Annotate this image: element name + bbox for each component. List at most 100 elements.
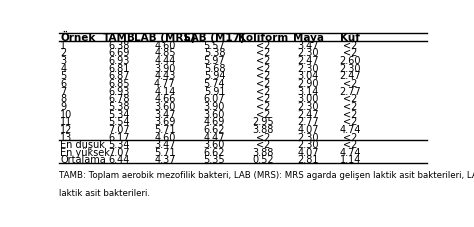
Text: 2.90: 2.90 (297, 79, 319, 89)
Text: 4.37: 4.37 (154, 155, 175, 165)
Text: 2.47: 2.47 (297, 109, 319, 119)
Text: 4.60: 4.60 (154, 132, 175, 142)
Text: <2: <2 (343, 140, 357, 150)
Text: 4.60: 4.60 (154, 41, 175, 51)
Text: 4.07: 4.07 (297, 147, 319, 157)
Text: Örnek: Örnek (60, 33, 96, 43)
Text: 5.71: 5.71 (154, 147, 176, 157)
Text: 6.93: 6.93 (108, 86, 129, 96)
Text: <2: <2 (256, 79, 270, 89)
Text: 4.43: 4.43 (154, 71, 175, 81)
Text: 6.78: 6.78 (108, 94, 130, 104)
Text: 5.94: 5.94 (204, 71, 225, 81)
Text: 6.87: 6.87 (108, 71, 130, 81)
Text: 2.77: 2.77 (297, 117, 319, 127)
Text: 2.30: 2.30 (297, 132, 319, 142)
Text: 13: 13 (60, 132, 73, 142)
Text: <2: <2 (256, 86, 270, 96)
Text: 6.62: 6.62 (204, 124, 225, 134)
Text: <2: <2 (256, 132, 270, 142)
Text: <2: <2 (256, 140, 270, 150)
Text: 0.52: 0.52 (252, 155, 274, 165)
Text: 6.07: 6.07 (204, 94, 225, 104)
Text: <2: <2 (256, 64, 270, 74)
Text: LAB (M17): LAB (M17) (184, 33, 245, 43)
Text: <2: <2 (343, 79, 357, 89)
Text: TAMB: TAMB (102, 33, 136, 43)
Text: Maya: Maya (292, 33, 324, 43)
Text: 4.69: 4.69 (204, 117, 225, 127)
Text: 2.30: 2.30 (297, 140, 319, 150)
Text: <2: <2 (256, 109, 270, 119)
Text: 3.47: 3.47 (154, 109, 175, 119)
Text: 6.81: 6.81 (108, 64, 129, 74)
Text: 11: 11 (60, 117, 73, 127)
Text: 4.66: 4.66 (154, 94, 175, 104)
Text: 12: 12 (60, 124, 73, 134)
Text: TAMB: Toplam aerobik mezofilik bakteri, LAB (MRS): MRS agarda gelişen laktik asi: TAMB: Toplam aerobik mezofilik bakteri, … (59, 170, 474, 180)
Text: 5.34: 5.34 (108, 109, 130, 119)
Text: 2.81: 2.81 (297, 155, 319, 165)
Text: 1: 1 (60, 41, 66, 51)
Text: 7.07: 7.07 (108, 147, 130, 157)
Text: 8: 8 (60, 94, 66, 104)
Text: 4: 4 (60, 64, 66, 74)
Text: 3.60: 3.60 (204, 140, 225, 150)
Text: 5.35: 5.35 (204, 155, 225, 165)
Text: 2.30: 2.30 (297, 48, 319, 58)
Text: 4.77: 4.77 (154, 79, 176, 89)
Text: 4.47: 4.47 (204, 132, 225, 142)
Text: 7: 7 (60, 86, 67, 96)
Text: 6.69: 6.69 (108, 48, 129, 58)
Text: 5.38: 5.38 (108, 101, 130, 111)
Text: <2: <2 (343, 94, 357, 104)
Text: 9: 9 (60, 101, 66, 111)
Text: LAB (MRS): LAB (MRS) (134, 33, 196, 43)
Text: <2: <2 (256, 56, 270, 66)
Text: 5.97: 5.97 (204, 56, 225, 66)
Text: 2.95: 2.95 (252, 117, 274, 127)
Text: En yüksek: En yüksek (60, 147, 110, 157)
Text: 2.77: 2.77 (339, 86, 361, 96)
Text: <2: <2 (343, 101, 357, 111)
Text: 2.30: 2.30 (340, 64, 361, 74)
Text: 4.14: 4.14 (154, 86, 175, 96)
Text: 3.88: 3.88 (253, 147, 274, 157)
Text: 1.14: 1.14 (340, 155, 361, 165)
Text: 6.17: 6.17 (108, 132, 130, 142)
Text: <2: <2 (343, 117, 357, 127)
Text: <2: <2 (343, 48, 357, 58)
Text: 3.14: 3.14 (298, 86, 319, 96)
Text: 2.60: 2.60 (340, 56, 361, 66)
Text: 6.85: 6.85 (108, 79, 130, 89)
Text: 5.34: 5.34 (108, 140, 130, 150)
Text: <2: <2 (256, 71, 270, 81)
Text: 3.88: 3.88 (253, 124, 274, 134)
Text: 4.85: 4.85 (154, 48, 175, 58)
Text: 6.62: 6.62 (204, 147, 225, 157)
Text: 5.38: 5.38 (204, 48, 225, 58)
Text: 4.07: 4.07 (297, 124, 319, 134)
Text: 5.57: 5.57 (203, 41, 225, 51)
Text: 2.47: 2.47 (297, 56, 319, 66)
Text: <2: <2 (256, 94, 270, 104)
Text: 5: 5 (60, 71, 67, 81)
Text: 4.74: 4.74 (340, 124, 361, 134)
Text: 2.30: 2.30 (297, 101, 319, 111)
Text: 3.60: 3.60 (154, 101, 175, 111)
Text: Koliform: Koliform (238, 33, 288, 43)
Text: 4.74: 4.74 (340, 147, 361, 157)
Text: <2: <2 (343, 41, 357, 51)
Text: 10: 10 (60, 109, 73, 119)
Text: 3.00: 3.00 (298, 94, 319, 104)
Text: 3.90: 3.90 (154, 64, 175, 74)
Text: 5.74: 5.74 (204, 79, 225, 89)
Text: 3.04: 3.04 (298, 71, 319, 81)
Text: 6.44: 6.44 (108, 155, 129, 165)
Text: 2.30: 2.30 (297, 64, 319, 74)
Text: 3.47: 3.47 (154, 140, 175, 150)
Text: <2: <2 (343, 132, 357, 142)
Text: 5.68: 5.68 (204, 64, 225, 74)
Text: <2: <2 (256, 48, 270, 58)
Text: 3.69: 3.69 (154, 117, 175, 127)
